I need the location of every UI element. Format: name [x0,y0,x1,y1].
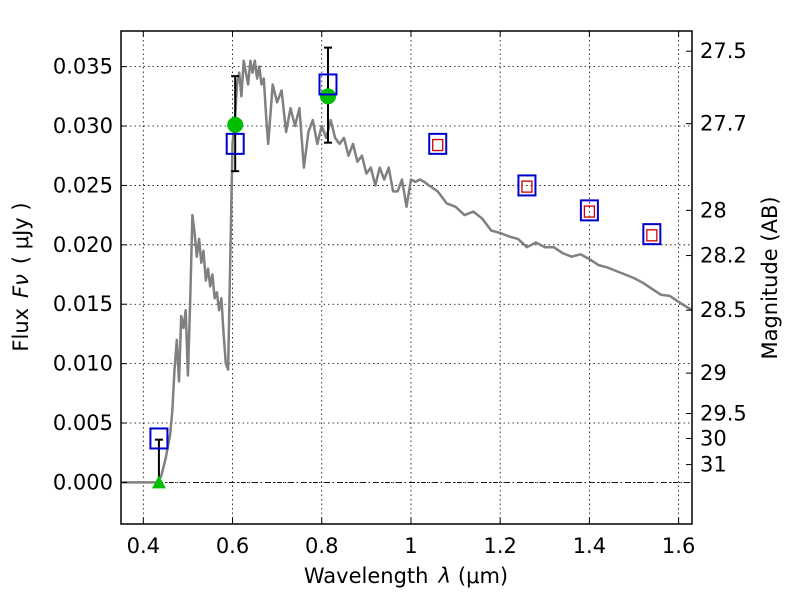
data-point-small-square [521,180,533,193]
data-point-circle [319,88,336,105]
x-axis-unit: (μm) [458,564,508,588]
y-tick-label: 0.035 [53,55,113,79]
right-tick-label: 30 [700,426,727,450]
data-point-small-square [583,205,596,218]
x-tick-label: 1.4 [573,534,606,558]
data-point-square [517,174,537,197]
right-tick-label: 28.5 [700,298,747,322]
y-axis-title-text: Flux [9,308,33,352]
right-tick-label: 28 [700,198,727,222]
y-axis-symbol: Fν [9,274,33,298]
x-tick-label: 1.2 [483,534,516,558]
data-point-square [428,132,448,155]
y-tick-label: 0.000 [53,470,113,494]
data-point-square [318,73,338,96]
plot-area [121,46,693,489]
grid [121,31,692,524]
data-point-square [225,132,245,155]
x-axis-symbol: λ [437,564,450,588]
right-tick-label: 31 [700,453,727,477]
x-tick-label: 1 [404,534,417,558]
axes: 0.4 0.6 0.8 1 1.2 1.4 1.6 0.000 0.005 0.010 0.015 0… [53,31,747,558]
right-tick-label: 27.7 [700,112,747,136]
x-tick-label: 0.4 [127,534,160,558]
y-tick-label: 0.005 [53,411,113,435]
y-axis-unit: ( μJy ) [9,202,33,264]
plot-frame [120,30,693,525]
x-tick-label: 1.6 [662,534,695,558]
y-axis-title: Flux Fν ( μJy ) [9,202,33,351]
y-tick-label: 0.025 [53,173,113,197]
y-tick-label: 0.030 [53,114,113,138]
right-tick-label: 28.2 [700,244,747,268]
right-tick-label: 29.5 [700,402,747,426]
y-tick-label: 0.010 [53,352,113,376]
data-point-triangle [151,475,166,489]
y-tick-label: 0.015 [53,292,113,316]
data-point-square [579,199,599,222]
data-point-small-square [432,138,444,152]
x-tick-label: 0.6 [216,534,249,558]
right-axis-title: Magnitude (AB) [758,196,782,359]
data-point-small-square [646,229,658,242]
x-axis-title-text: Wavelength [304,564,429,588]
x-tick-label: 0.8 [305,534,338,558]
series-line-model-sed [121,59,693,484]
x-axis-title: Wavelength λ (μm) [304,564,508,588]
data-point-square [149,427,169,450]
data-point-circle [227,116,244,133]
right-tick-label: 27.5 [700,39,747,63]
data-point-square [642,223,662,246]
y-tick-label: 0.020 [53,233,113,257]
right-tick-label: 29 [700,361,727,385]
